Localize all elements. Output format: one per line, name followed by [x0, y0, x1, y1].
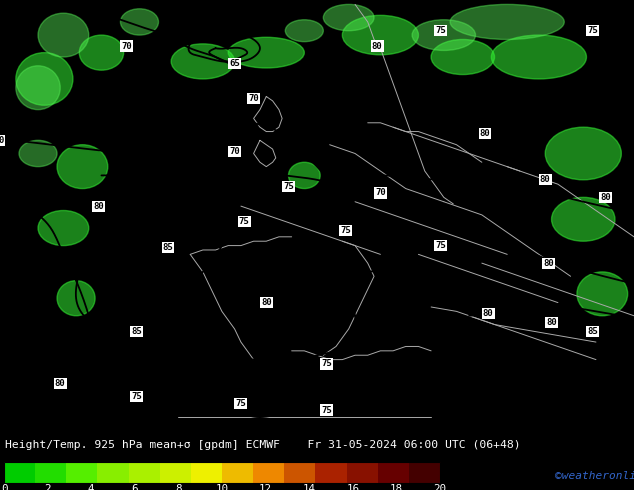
Text: 80: 80 [600, 193, 611, 202]
Ellipse shape [491, 35, 586, 79]
Bar [129, 463, 160, 483]
Ellipse shape [450, 4, 564, 40]
Text: 75: 75 [340, 226, 351, 235]
Text: 80: 80 [480, 129, 490, 138]
Bar [160, 463, 191, 483]
Bar [378, 463, 410, 483]
Text: 8: 8 [175, 484, 182, 490]
Text: 80: 80 [483, 309, 493, 318]
Bar [4, 463, 36, 483]
Text: 65: 65 [230, 59, 240, 68]
Text: 80: 80 [543, 259, 553, 268]
Text: 2: 2 [44, 484, 51, 490]
Text: 80: 80 [261, 298, 271, 307]
Text: Height/Temp. 925 hPa mean+σ [gpdm] ECMWF    Fr 31-05-2024 06:00 UTC (06+48): Height/Temp. 925 hPa mean+σ [gpdm] ECMWF… [5, 441, 521, 450]
Ellipse shape [38, 13, 89, 57]
Text: 80: 80 [547, 318, 557, 327]
Text: 75: 75 [236, 399, 246, 408]
Ellipse shape [120, 9, 158, 35]
Ellipse shape [79, 35, 124, 70]
Text: 0: 0 [1, 484, 7, 490]
Text: 80: 80 [372, 42, 382, 50]
Bar [35, 463, 67, 483]
Text: 70: 70 [375, 189, 385, 197]
Text: 16: 16 [346, 484, 359, 490]
Ellipse shape [171, 44, 235, 79]
Ellipse shape [431, 40, 495, 74]
Ellipse shape [552, 197, 615, 241]
Bar [98, 463, 129, 483]
Ellipse shape [342, 15, 418, 55]
Text: 75: 75 [239, 217, 249, 226]
Text: 70: 70 [230, 147, 240, 156]
Bar [222, 463, 254, 483]
Ellipse shape [323, 4, 374, 31]
Text: 4: 4 [88, 484, 94, 490]
Text: 75: 75 [588, 26, 598, 35]
Text: 0: 0 [0, 136, 4, 145]
Bar [191, 463, 223, 483]
Text: 12: 12 [259, 484, 272, 490]
Bar [253, 463, 285, 483]
Ellipse shape [57, 281, 95, 316]
Ellipse shape [19, 140, 57, 167]
Text: 75: 75 [283, 182, 294, 191]
Text: 85: 85 [163, 243, 173, 252]
Text: 14: 14 [302, 484, 316, 490]
Text: 85: 85 [588, 327, 598, 336]
Bar [284, 463, 316, 483]
Text: 75: 75 [321, 406, 332, 415]
Text: 18: 18 [390, 484, 403, 490]
Bar [409, 463, 441, 483]
Bar [4, 463, 440, 483]
Ellipse shape [16, 52, 73, 105]
Bar [67, 463, 98, 483]
Bar [316, 463, 347, 483]
Ellipse shape [16, 66, 60, 110]
Text: ©weatheronline.co.uk: ©weatheronline.co.uk [555, 471, 634, 481]
Text: 75: 75 [131, 392, 141, 401]
Ellipse shape [412, 20, 476, 50]
Text: 80: 80 [540, 175, 550, 184]
Text: 75: 75 [436, 26, 446, 35]
Text: 80: 80 [93, 201, 103, 211]
Text: 20: 20 [434, 484, 446, 490]
Text: 75: 75 [436, 241, 446, 250]
Text: 85: 85 [131, 327, 141, 336]
Ellipse shape [577, 272, 628, 316]
Bar [347, 463, 378, 483]
Ellipse shape [285, 20, 323, 42]
Ellipse shape [228, 37, 304, 68]
Text: 80: 80 [55, 379, 65, 388]
Ellipse shape [288, 162, 320, 189]
Text: 70: 70 [122, 42, 132, 50]
Text: 70: 70 [249, 94, 259, 103]
Ellipse shape [57, 145, 108, 189]
Text: 10: 10 [216, 484, 228, 490]
Ellipse shape [545, 127, 621, 180]
Text: 75: 75 [321, 360, 332, 368]
Text: 6: 6 [131, 484, 138, 490]
Ellipse shape [38, 211, 89, 245]
